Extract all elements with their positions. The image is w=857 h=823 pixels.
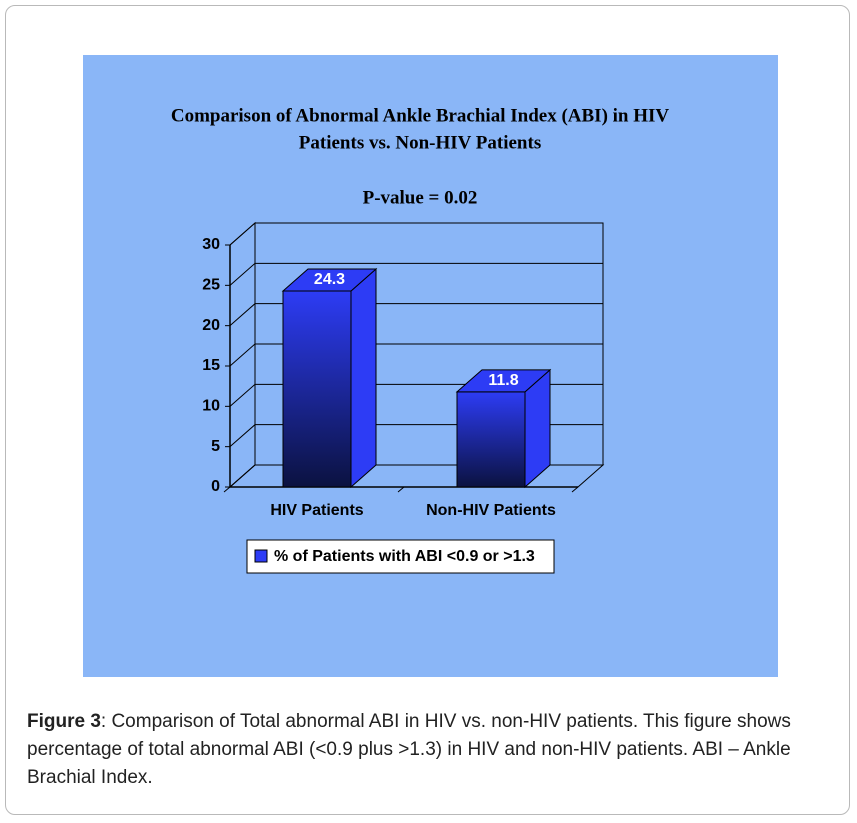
bar <box>282 290 352 488</box>
legend-box <box>246 539 555 574</box>
y-tick-label: 15 <box>202 357 220 374</box>
grid-line <box>229 343 603 367</box>
chart-title: Comparison of Abnormal Ankle Brachial In… <box>171 105 670 126</box>
bar-top <box>455 369 552 393</box>
chart-subtitle: P-value = 0.02 <box>363 187 478 208</box>
x-tick <box>397 486 405 493</box>
y-tick-label: 10 <box>202 398 220 415</box>
caption-label: Figure 3 <box>27 711 101 732</box>
caption-text: : Comparison of Total abnormal ABI in HI… <box>27 711 791 788</box>
y-tick-label: 5 <box>211 438 220 455</box>
x-tick-label: Non-HIV Patients <box>426 502 556 519</box>
legend: % of Patients with ABI <0.9 or >1.3 <box>246 539 555 574</box>
grid-line <box>229 303 603 327</box>
y-tick-label: 30 <box>202 236 220 253</box>
x-tick <box>571 486 579 493</box>
legend-swatch <box>254 549 268 563</box>
caption: Figure 3: Comparison of Total abnormal A… <box>27 708 837 792</box>
y-tick-label: 0 <box>211 478 220 495</box>
value-label: 11.8 <box>488 372 518 389</box>
chart-title: Patients vs. Non-HIV Patients <box>299 132 541 153</box>
bar-side <box>350 267 377 489</box>
grid-line <box>229 222 603 246</box>
x-tick <box>223 486 231 493</box>
legend-label: % of Patients with ABI <0.9 or >1.3 <box>274 548 535 565</box>
bar-top <box>281 268 378 292</box>
x-tick-label: HIV Patients <box>270 502 363 519</box>
y-tick-label: 20 <box>202 317 220 334</box>
y-tick-label: 25 <box>202 277 220 294</box>
grid-line <box>229 262 603 286</box>
figure-frame <box>5 5 850 815</box>
bar <box>456 391 526 488</box>
value-label: 24.3 <box>314 271 345 288</box>
